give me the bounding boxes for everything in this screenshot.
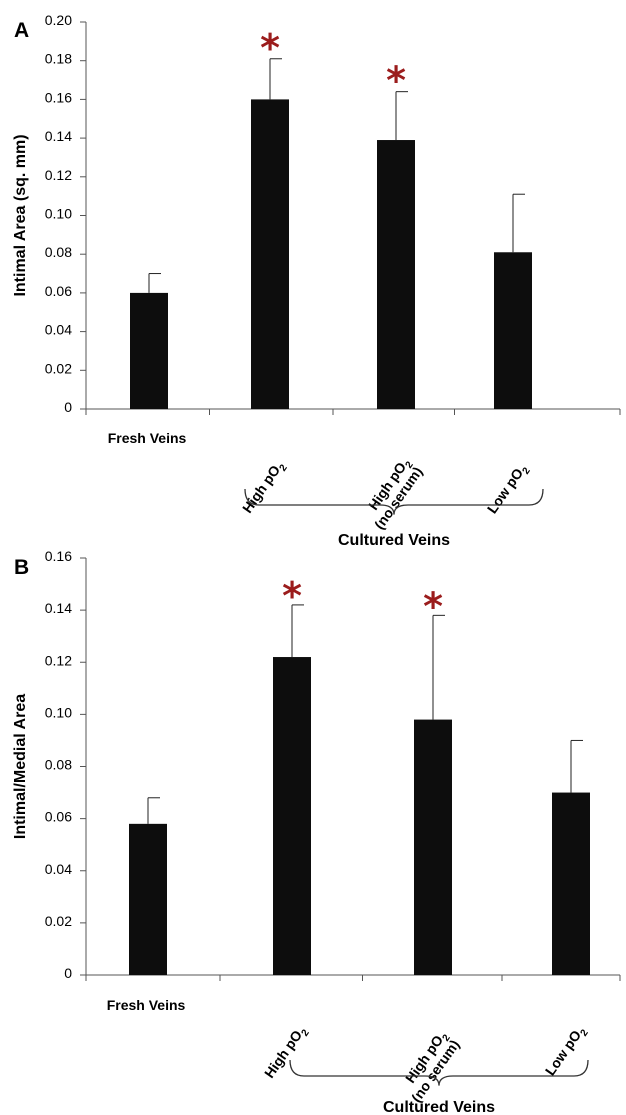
bar xyxy=(129,823,167,975)
y-tick-label: 0.04 xyxy=(45,322,72,338)
y-tick-label: 0.02 xyxy=(45,913,72,929)
y-tick-label: 0.12 xyxy=(45,167,72,183)
panel-a-chart: A 0 0.02 0.04 0.06 0.08 0.10 0.12 0.14 0.16 0.18 0.… xyxy=(12,12,621,549)
y-tick-label: 0.06 xyxy=(45,809,72,825)
bar xyxy=(377,140,415,409)
panel-letter: A xyxy=(14,19,29,42)
significance-star: * xyxy=(260,26,280,70)
y-tick-label: 0.20 xyxy=(45,12,72,28)
category-label: High pO2(no serum) xyxy=(358,454,426,532)
category-label: Low pO2 xyxy=(542,1022,591,1080)
y-tick-label: 0.08 xyxy=(45,244,72,260)
bar xyxy=(251,99,289,410)
y-tick-label: 0.10 xyxy=(45,704,72,720)
significance-star: * xyxy=(423,584,443,628)
significance-star: * xyxy=(282,574,302,618)
y-tick-label: 0 xyxy=(64,965,72,981)
panel-b-chart: B 0 0.02 0.04 0.06 0.08 0.10 0.12 0.14 0.16 Intima… xyxy=(12,548,621,1115)
bar xyxy=(552,792,590,975)
category-label: Low pO2 xyxy=(484,460,533,518)
category-label: Fresh Veins xyxy=(108,430,187,446)
y-tick-label: 0.16 xyxy=(45,89,72,105)
group-brace xyxy=(289,1059,589,1086)
panel-letter: B xyxy=(14,556,29,579)
significance-star: * xyxy=(386,59,406,103)
y-tick-label: 0.08 xyxy=(45,757,72,773)
category-label: High pO2 xyxy=(239,457,290,518)
category-label: High pO2(no serum) xyxy=(395,1027,463,1105)
y-tick-label: 0.14 xyxy=(45,128,72,144)
y-tick-label: 0.14 xyxy=(45,600,72,616)
y-tick-label: 0.16 xyxy=(45,548,72,564)
category-label: Fresh Veins xyxy=(107,997,186,1013)
y-tick-label: 0.02 xyxy=(45,360,72,376)
bar xyxy=(130,292,168,409)
y-tick-label: 0.18 xyxy=(45,51,72,67)
y-axis-label: Intimal/Medial Area xyxy=(12,694,29,839)
bar xyxy=(273,657,311,975)
group-label: Cultured Veins xyxy=(338,532,450,549)
bar xyxy=(414,719,452,975)
bar xyxy=(494,252,532,409)
category-label: High pO2 xyxy=(261,1022,312,1083)
y-axis-label: Intimal Area (sq. mm) xyxy=(12,134,29,296)
y-tick-label: 0.06 xyxy=(45,283,72,299)
group-label: Cultured Veins xyxy=(383,1099,495,1115)
y-tick-label: 0.12 xyxy=(45,652,72,668)
group-brace xyxy=(244,488,544,515)
y-tick-label: 0 xyxy=(64,399,72,415)
y-tick-label: 0.10 xyxy=(45,206,72,222)
y-tick-label: 0.04 xyxy=(45,861,72,877)
